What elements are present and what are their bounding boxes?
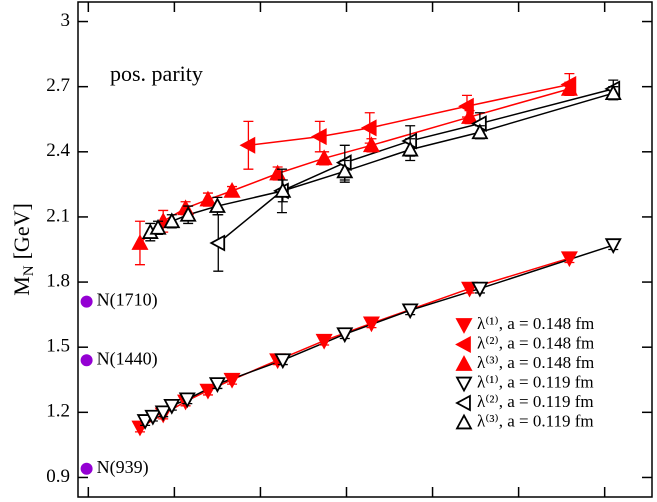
marker (471, 281, 489, 298)
marker (604, 238, 622, 255)
y-tick-label: 3 (61, 10, 71, 31)
marker (163, 398, 181, 415)
marker (208, 197, 226, 213)
marker (461, 281, 479, 298)
plot-frame (77, 1, 653, 498)
legend-label: λ⁽²⁾, a = 0.148 fm (477, 333, 594, 352)
y-tick-label: 1.5 (46, 336, 70, 357)
marker (149, 218, 167, 235)
marker (274, 353, 292, 370)
legend-marker (455, 335, 471, 354)
y-tick-label: 0.9 (46, 466, 70, 487)
marker (471, 123, 489, 140)
y-tick-label: 2.7 (46, 75, 70, 96)
marker (560, 79, 578, 96)
legend-marker (455, 413, 473, 430)
annotation: pos. parity (110, 61, 203, 86)
marker (199, 190, 217, 207)
legend-marker (455, 355, 473, 371)
physical-state (80, 462, 93, 475)
marker (315, 333, 333, 350)
marker (144, 409, 162, 426)
marker (560, 251, 578, 268)
y-label-sub: N (21, 265, 37, 276)
physical-state (80, 295, 93, 308)
marker (209, 234, 226, 252)
y-tick-label: 2.1 (46, 205, 70, 226)
marker (461, 108, 479, 124)
marker (315, 149, 333, 166)
marker (401, 140, 419, 157)
legend-label: λ⁽¹⁾, a = 0.119 fm (477, 372, 594, 391)
marker (223, 181, 241, 198)
marker (179, 205, 197, 222)
legend-marker (455, 394, 471, 412)
marker (362, 316, 380, 333)
legend-label: λ⁽³⁾, a = 0.148 fm (477, 353, 594, 372)
y-axis-label: MN [GeV] (9, 203, 37, 296)
marker (336, 162, 354, 179)
y-label-unit: [GeV] (9, 203, 34, 259)
legend-label: λ⁽²⁾, a = 0.119 fm (477, 392, 594, 411)
marker (310, 128, 327, 146)
marker (362, 136, 380, 153)
marker (178, 392, 196, 409)
y-label-main: M (9, 276, 34, 296)
marker (239, 136, 256, 154)
marker (269, 164, 287, 181)
physical-state (80, 354, 93, 367)
physical-state-label: N(1710) (97, 290, 158, 311)
marker (360, 119, 377, 137)
marker (154, 405, 172, 422)
series-line (248, 83, 570, 147)
marker (199, 383, 217, 400)
marker (223, 372, 241, 389)
legend-marker (455, 318, 473, 334)
marker (136, 414, 154, 430)
series-line (139, 88, 570, 244)
marker (604, 84, 622, 101)
y-tick-label: 1.2 (46, 401, 70, 422)
y-tick-label: 1.8 (46, 270, 70, 291)
legend-label: λ⁽³⁾, a = 0.119 fm (477, 411, 594, 430)
physical-state-label: N(939) (97, 457, 149, 478)
marker (163, 212, 181, 229)
marker (336, 327, 354, 344)
y-tick-label: 2.4 (46, 140, 70, 161)
marker (274, 181, 292, 198)
physical-state-label: N(1440) (97, 348, 158, 369)
marker (208, 377, 226, 393)
legend-label: λ⁽¹⁾, a = 0.148 fm (477, 314, 594, 333)
marker (401, 303, 419, 320)
legend-marker (455, 376, 473, 393)
marker (131, 234, 149, 250)
